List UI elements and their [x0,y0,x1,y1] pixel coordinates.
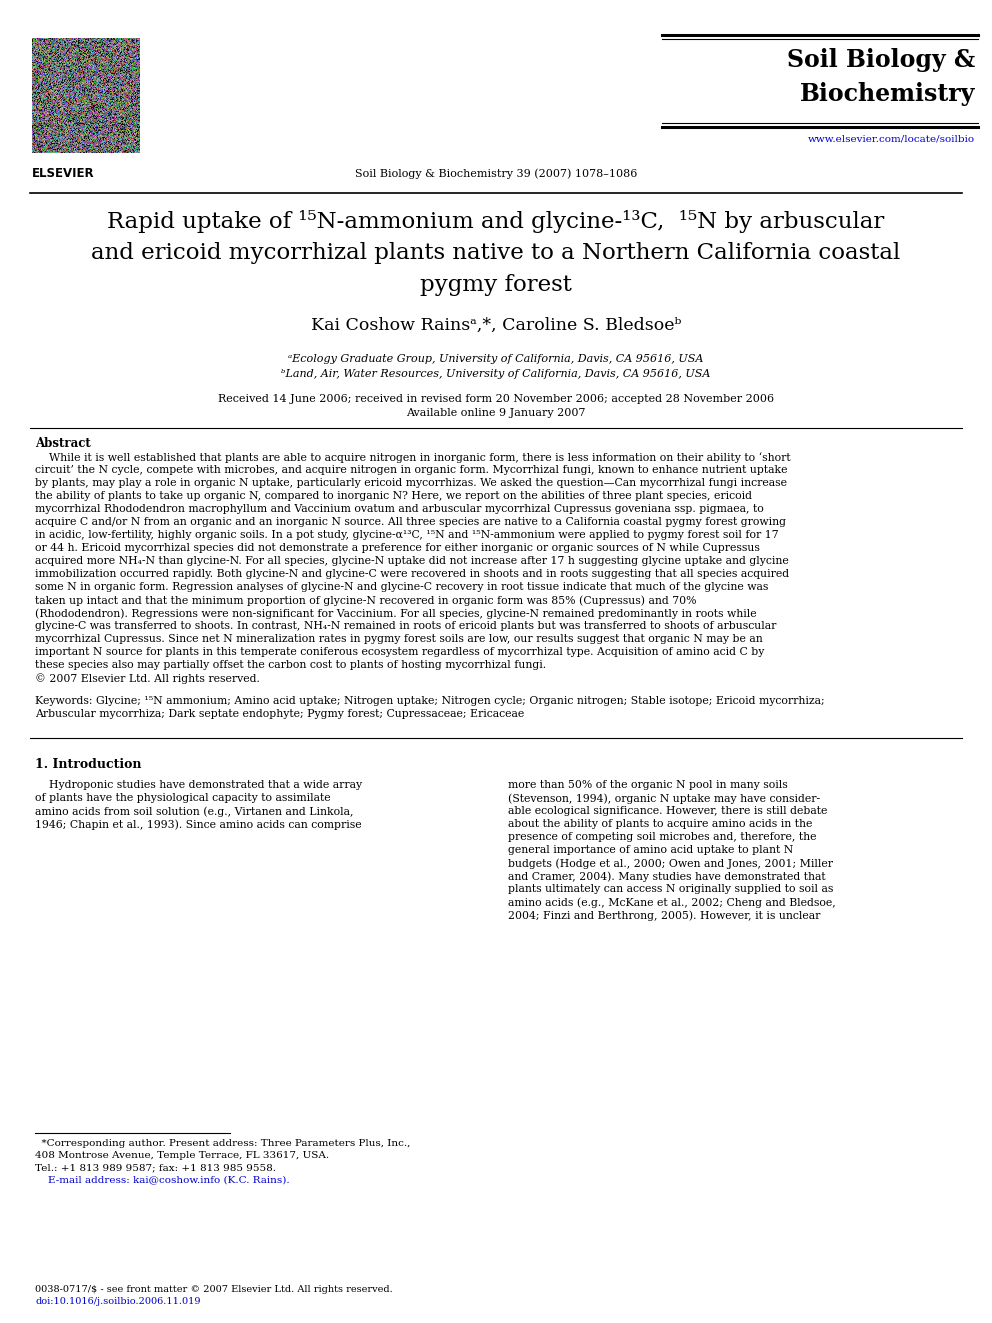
Text: budgets (Hodge et al., 2000; Owen and Jones, 2001; Miller: budgets (Hodge et al., 2000; Owen and Jo… [508,859,833,869]
Text: mycorrhizal Rhododendron macrophyllum and Vaccinium ovatum and arbuscular mycorr: mycorrhizal Rhododendron macrophyllum an… [35,504,764,515]
Text: doi:10.1016/j.soilbio.2006.11.019: doi:10.1016/j.soilbio.2006.11.019 [35,1297,200,1306]
Text: mycorrhizal Cupressus. Since net N mineralization rates in pygmy forest soils ar: mycorrhizal Cupressus. Since net N miner… [35,634,763,644]
Text: plants ultimately can access N originally supplied to soil as: plants ultimately can access N originall… [508,884,833,894]
Text: Available online 9 January 2007: Available online 9 January 2007 [407,407,585,418]
Text: some N in organic form. Regression analyses of glycine-N and glycine-C recovery : some N in organic form. Regression analy… [35,582,769,591]
Text: 2004; Finzi and Berthrong, 2005). However, it is unclear: 2004; Finzi and Berthrong, 2005). Howeve… [508,910,820,921]
Text: ᵃEcology Graduate Group, University of California, Davis, CA 95616, USA: ᵃEcology Graduate Group, University of C… [289,355,703,364]
Text: more than 50% of the organic N pool in many soils: more than 50% of the organic N pool in m… [508,781,788,790]
Text: While it is well established that plants are able to acquire nitrogen in inorgan: While it is well established that plants… [35,452,791,463]
Text: E-mail address: kai@coshow.info (K.C. Rains).: E-mail address: kai@coshow.info (K.C. Ra… [35,1175,290,1184]
Text: the ability of plants to take up organic N, compared to inorganic N? Here, we re: the ability of plants to take up organic… [35,491,752,501]
Text: amino acids from soil solution (e.g., Virtanen and Linkola,: amino acids from soil solution (e.g., Vi… [35,806,353,816]
Text: (Rhododendron). Regressions were non-significant for Vaccinium. For all species,: (Rhododendron). Regressions were non-sig… [35,609,757,619]
Text: important N source for plants in this temperate coniferous ecosystem regardless : important N source for plants in this te… [35,647,765,658]
Text: Hydroponic studies have demonstrated that a wide array: Hydroponic studies have demonstrated tha… [35,781,362,790]
Text: acquired more NH₄-N than glycine-N. For all species, glycine-N uptake did not in: acquired more NH₄-N than glycine-N. For … [35,556,789,566]
Text: ELSEVIER: ELSEVIER [32,167,94,180]
Text: *Corresponding author. Present address: Three Parameters Plus, Inc.,: *Corresponding author. Present address: … [35,1139,411,1148]
Text: amino acids (e.g., McKane et al., 2002; Cheng and Bledsoe,: amino acids (e.g., McKane et al., 2002; … [508,897,835,908]
Text: or 44 h. Ericoid mycorrhizal species did not demonstrate a preference for either: or 44 h. Ericoid mycorrhizal species did… [35,542,760,553]
Text: able ecological significance. However, there is still debate: able ecological significance. However, t… [508,806,827,816]
Text: general importance of amino acid uptake to plant N: general importance of amino acid uptake … [508,845,794,855]
Text: 0038-0717/$ - see front matter © 2007 Elsevier Ltd. All rights reserved.: 0038-0717/$ - see front matter © 2007 El… [35,1285,393,1294]
Text: by plants, may play a role in organic N uptake, particularly ericoid mycorrhizas: by plants, may play a role in organic N … [35,478,787,488]
Text: about the ability of plants to acquire amino acids in the: about the ability of plants to acquire a… [508,819,812,830]
Text: 408 Montrose Avenue, Temple Terrace, FL 33617, USA.: 408 Montrose Avenue, Temple Terrace, FL … [35,1151,329,1160]
Text: circuit’ the N cycle, compete with microbes, and acquire nitrogen in organic for: circuit’ the N cycle, compete with micro… [35,464,788,475]
Bar [32,38,140,153]
Text: glycine-C was transferred to shoots. In contrast, NH₄-N remained in roots of eri: glycine-C was transferred to shoots. In … [35,620,777,631]
Text: in acidic, low-fertility, highly organic soils. In a pot study, glycine-α¹³C, ¹⁵: in acidic, low-fertility, highly organic… [35,531,779,540]
Text: (Stevenson, 1994), organic N uptake may have consider-: (Stevenson, 1994), organic N uptake may … [508,792,820,803]
Text: Kai Coshow Rainsᵃ,*, Caroline S. Bledsoeᵇ: Kai Coshow Rainsᵃ,*, Caroline S. Bledsoe… [310,318,682,333]
Text: immobilization occurred rapidly. Both glycine-N and glycine-C were recovered in : immobilization occurred rapidly. Both gl… [35,569,789,579]
Text: taken up intact and that the minimum proportion of glycine-N recovered in organi: taken up intact and that the minimum pro… [35,595,696,606]
Text: these species also may partially offset the carbon cost to plants of hosting myc: these species also may partially offset … [35,660,547,669]
Text: Soil Biology &: Soil Biology & [787,48,975,71]
Text: and Cramer, 2004). Many studies have demonstrated that: and Cramer, 2004). Many studies have dem… [508,871,825,881]
Text: Soil Biology & Biochemistry 39 (2007) 1078–1086: Soil Biology & Biochemistry 39 (2007) 10… [355,168,637,179]
Text: 1946; Chapin et al., 1993). Since amino acids can comprise: 1946; Chapin et al., 1993). Since amino … [35,819,362,830]
Text: Biochemistry: Biochemistry [800,82,975,106]
Text: Abstract: Abstract [35,437,90,450]
Text: presence of competing soil microbes and, therefore, the: presence of competing soil microbes and,… [508,832,816,841]
Text: pygmy forest: pygmy forest [420,274,572,296]
Text: Arbuscular mycorrhiza; Dark septate endophyte; Pygmy forest; Cupressaceae; Erica: Arbuscular mycorrhiza; Dark septate endo… [35,709,524,718]
Text: 1. Introduction: 1. Introduction [35,758,142,771]
Text: and ericoid mycorrhizal plants native to a Northern California coastal: and ericoid mycorrhizal plants native to… [91,242,901,265]
Text: Keywords: Glycine; ¹⁵N ammonium; Amino acid uptake; Nitrogen uptake; Nitrogen cy: Keywords: Glycine; ¹⁵N ammonium; Amino a… [35,696,824,706]
Text: acquire C and/or N from an organic and an inorganic N source. All three species : acquire C and/or N from an organic and a… [35,517,786,527]
Text: Received 14 June 2006; received in revised form 20 November 2006; accepted 28 No: Received 14 June 2006; received in revis… [218,394,774,404]
Text: of plants have the physiological capacity to assimilate: of plants have the physiological capacit… [35,792,330,803]
Text: Tel.: +1 813 989 9587; fax: +1 813 985 9558.: Tel.: +1 813 989 9587; fax: +1 813 985 9… [35,1163,276,1172]
Text: ᵇLand, Air, Water Resources, University of California, Davis, CA 95616, USA: ᵇLand, Air, Water Resources, University … [282,369,710,378]
Text: Rapid uptake of ¹⁵N-ammonium and glycine-¹³C,  ¹⁵N by arbuscular: Rapid uptake of ¹⁵N-ammonium and glycine… [107,210,885,233]
Text: www.elsevier.com/locate/soilbio: www.elsevier.com/locate/soilbio [807,135,975,144]
Text: © 2007 Elsevier Ltd. All rights reserved.: © 2007 Elsevier Ltd. All rights reserved… [35,673,260,684]
